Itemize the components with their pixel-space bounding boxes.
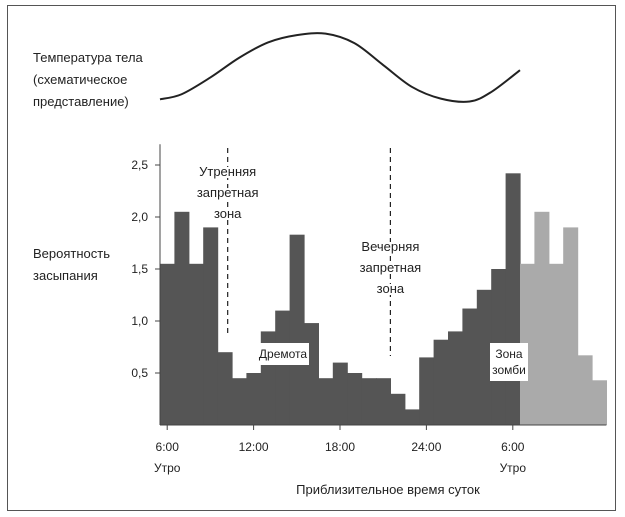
x-tick-label: 18:00 bbox=[325, 440, 355, 454]
bar bbox=[160, 263, 175, 425]
y-axis-label-line: засыпания bbox=[33, 268, 98, 283]
annotation-box-label: Дремота bbox=[259, 347, 307, 361]
annotation-box bbox=[257, 343, 309, 365]
x-axis-label: Приблизительное время суток bbox=[296, 482, 480, 497]
annotation-box-label: зомби bbox=[492, 363, 526, 377]
y-tick-label: 2,5 bbox=[131, 158, 148, 172]
bar bbox=[390, 393, 406, 425]
annotation-box bbox=[490, 343, 528, 381]
y-axis-label: Вероятность засыпания bbox=[33, 246, 110, 283]
forbidden-zone-label: запретная bbox=[197, 185, 259, 200]
bar bbox=[577, 355, 593, 425]
x-tick-label: 6:00 bbox=[501, 440, 525, 454]
forbidden-zone-label: зона bbox=[377, 281, 405, 296]
forbidden-zone-label: зона bbox=[214, 206, 242, 221]
x-tick-label: 12:00 bbox=[239, 440, 269, 454]
bar bbox=[476, 289, 492, 425]
bar bbox=[318, 378, 334, 425]
bar bbox=[347, 373, 363, 425]
bar bbox=[448, 331, 463, 425]
forbidden-zone-label: Вечерняя bbox=[361, 239, 419, 254]
x-tick-sublabel: Утро bbox=[154, 461, 181, 475]
bar bbox=[304, 323, 319, 425]
annotation-boxes: Дремота Зона зомби bbox=[257, 343, 528, 381]
bar bbox=[188, 263, 204, 425]
x-tick-sublabel: Утро bbox=[500, 461, 527, 475]
bar bbox=[419, 357, 435, 425]
y-tick-label: 1,0 bbox=[131, 314, 148, 328]
y-tick-label: 2,0 bbox=[131, 210, 148, 224]
y-tick-label: 1,5 bbox=[131, 262, 148, 276]
y-axis-label-line: Вероятность bbox=[33, 246, 110, 261]
bar bbox=[534, 211, 550, 425]
bar bbox=[361, 378, 377, 425]
temperature-curve bbox=[159, 32, 521, 103]
temperature-label-line: (схематическое bbox=[33, 72, 127, 87]
bar bbox=[505, 173, 521, 425]
x-tick-label: 24:00 bbox=[411, 440, 441, 454]
bar bbox=[462, 308, 478, 425]
bars bbox=[160, 173, 607, 425]
bar bbox=[332, 362, 348, 425]
forbidden-zone-label: запретная bbox=[360, 260, 422, 275]
bar bbox=[174, 211, 190, 425]
bar bbox=[563, 227, 579, 425]
forbidden-zones: Утренняя запретная зона Вечерняя запретная зо… bbox=[195, 148, 423, 356]
bar bbox=[203, 227, 219, 425]
bar bbox=[289, 234, 305, 425]
bar bbox=[275, 310, 291, 425]
bar bbox=[433, 339, 449, 425]
bar bbox=[217, 352, 233, 425]
bar bbox=[232, 378, 247, 425]
bar bbox=[376, 378, 391, 425]
axes: 0,5 1,0 1,5 2,0 2,5 6:00 Утро 12:00 18:00 24:00 6:… bbox=[131, 144, 607, 475]
x-tick-label: 6:00 bbox=[156, 440, 180, 454]
temperature-label: Температура тела (схематическое представ… bbox=[33, 50, 144, 109]
y-tick-label: 0,5 bbox=[131, 366, 148, 380]
bar bbox=[246, 373, 262, 425]
bar bbox=[548, 263, 564, 425]
bar bbox=[592, 380, 607, 425]
temperature-label-line: представление) bbox=[33, 94, 129, 109]
bar bbox=[404, 409, 420, 425]
forbidden-zone-label: Утренняя bbox=[199, 164, 256, 179]
temperature-label-line: Температура тела bbox=[33, 50, 144, 65]
annotation-box-label: Зона bbox=[495, 347, 523, 361]
